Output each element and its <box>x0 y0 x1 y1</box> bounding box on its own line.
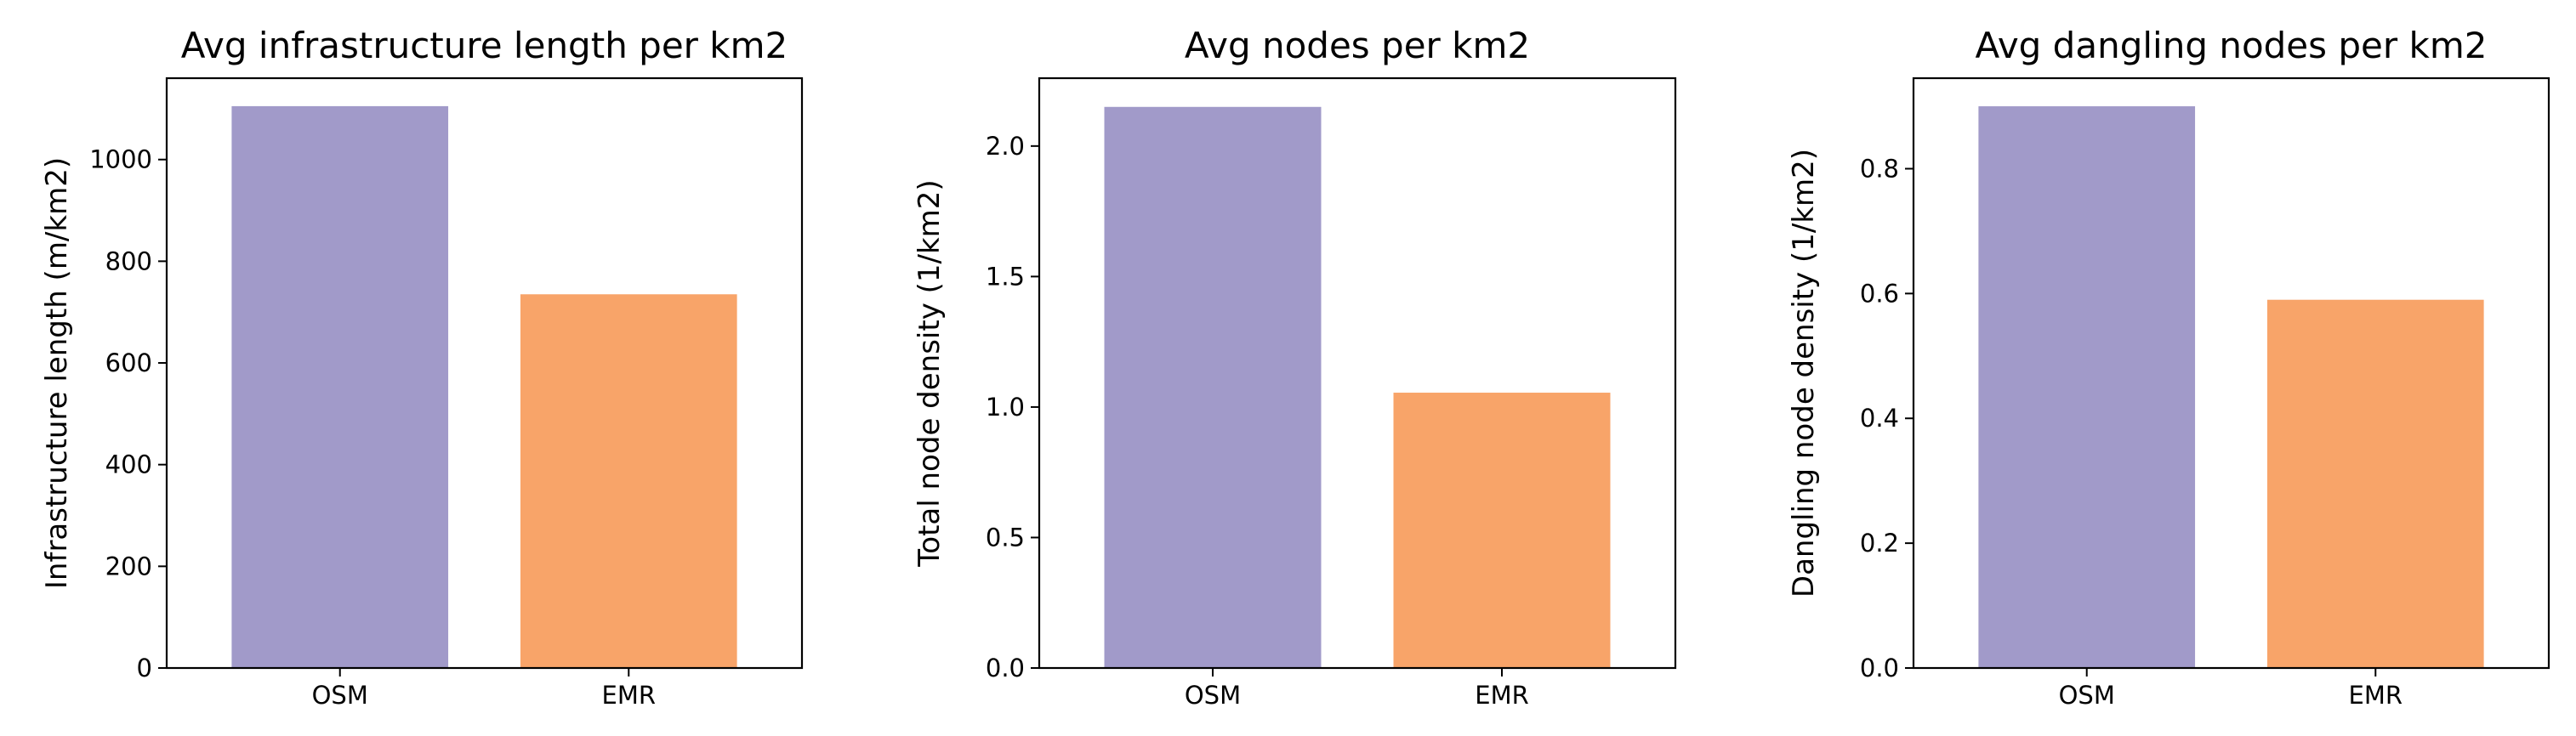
y-tick-label: 0.2 <box>1860 529 1899 558</box>
y-tick-label: 0 <box>137 654 152 682</box>
axes-frame <box>165 76 804 670</box>
x-tick-label-emr: EMR <box>602 681 657 710</box>
chart-title: Avg infrastructure length per km2 <box>181 25 788 66</box>
axes-frame <box>1038 76 1677 670</box>
y-tick-label: 0.4 <box>1860 404 1899 433</box>
axes-frame <box>1912 76 2550 670</box>
y-tick-label: 0.0 <box>986 654 1025 682</box>
x-tick-label-osm: OSM <box>312 681 368 710</box>
x-tick-label-osm: OSM <box>2059 681 2115 710</box>
bar-osm <box>1978 106 2196 669</box>
y-tick-label: 1000 <box>89 145 152 174</box>
bar-emr <box>2266 299 2484 668</box>
chart-title: Avg nodes per km2 <box>1185 25 1530 66</box>
y-tick-label: 800 <box>105 246 152 275</box>
y-tick-label: 600 <box>105 348 152 377</box>
y-tick-label: 0.0 <box>1860 654 1899 682</box>
y-tick-label: 0.8 <box>1860 154 1899 183</box>
y-tick-label: 0.6 <box>1860 279 1899 308</box>
y-axis-label: Total node density (1/km2) <box>913 179 947 567</box>
chart-title: Avg dangling nodes per km2 <box>1976 25 2488 66</box>
bar-osm <box>231 105 449 669</box>
y-tick-label: 400 <box>105 450 152 479</box>
x-tick-label-emr: EMR <box>2349 681 2403 710</box>
bar-osm <box>1104 106 1322 669</box>
bar-emr <box>520 294 737 668</box>
y-tick-label: 1.0 <box>986 393 1025 422</box>
y-tick-label: 200 <box>105 552 152 580</box>
chart-panel-2: 0.0 0.5 1.0 1.5 2.0 OSM EMR Avg nodes per km2 To… <box>913 25 1677 710</box>
y-axis-label: Infrastructure length (m/km2) <box>40 157 74 589</box>
chart-panel-1: 0 200 400 600 800 1000 OSM EMR Avg infrastructur… <box>40 25 804 710</box>
bar-emr <box>1393 393 1611 668</box>
x-tick-label-osm: OSM <box>1185 681 1241 710</box>
y-axis-label: Dangling node density (1/km2) <box>1787 149 1821 597</box>
y-tick-label: 1.5 <box>986 262 1025 291</box>
x-tick-label-emr: EMR <box>1475 681 1529 710</box>
y-tick-label: 2.0 <box>986 132 1025 161</box>
chart-panel-3: 0.0 0.2 0.4 0.6 0.8 OSM EMR Avg dangling nodes … <box>1787 25 2550 710</box>
y-tick-label: 0.5 <box>986 523 1025 552</box>
